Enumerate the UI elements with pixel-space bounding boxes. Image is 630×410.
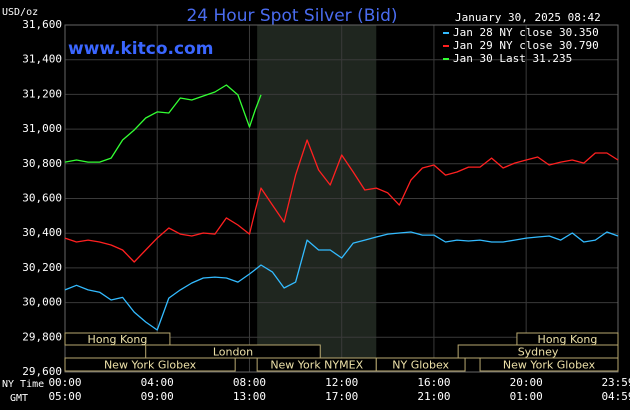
x-tick-label-gmt: 17:00	[325, 390, 358, 403]
x-tick-label: 23:59	[601, 376, 630, 389]
x-tick-label: 08:00	[233, 376, 266, 389]
session-bar	[375, 357, 466, 372]
legend-label: Jan 28 NY close 30.350	[453, 26, 599, 39]
session-label: New York Globex	[503, 359, 596, 372]
y-tick-label: 29,600	[22, 365, 62, 378]
x-tick-label-gmt: 04:59	[601, 390, 630, 403]
x-axis-label: GMT	[10, 393, 28, 404]
x-tick-label-gmt: 21:00	[417, 390, 450, 403]
timestamp: January 30, 2025 08:42	[455, 11, 601, 24]
y-tick-label: 30,600	[22, 192, 62, 205]
session-label: Hong Kong	[88, 333, 148, 346]
session-label: NY Globex	[392, 359, 449, 372]
session-label: Sydney	[518, 346, 559, 359]
series-line	[64, 231, 619, 331]
legend-label: Jan 29 NY close 30.790	[453, 39, 599, 52]
y-tick-label: 30,200	[22, 261, 62, 274]
x-tick-label: 00:00	[48, 376, 81, 389]
x-tick-label: 12:00	[325, 376, 358, 389]
chart-title: 24 Hour Spot Silver (Bid)	[186, 6, 397, 26]
session-label: Hong Kong	[538, 333, 598, 346]
y-tick-label: 31,000	[22, 122, 62, 135]
x-axis-label: NY Time	[2, 379, 44, 390]
x-tick-label-gmt: 13:00	[233, 390, 266, 403]
session-label: London	[213, 346, 253, 359]
series-line	[64, 84, 262, 163]
y-tick-label: 30,000	[22, 296, 62, 309]
session-bar	[64, 357, 236, 372]
x-tick-label-gmt: 05:00	[48, 390, 81, 403]
series-line	[64, 139, 619, 263]
unit-label: USD/oz	[2, 7, 38, 18]
x-tick-label: 16:00	[417, 376, 450, 389]
y-tick-label: 31,400	[22, 53, 62, 66]
y-tick-label: 30,400	[22, 226, 62, 239]
x-tick-label-gmt: 09:00	[141, 390, 174, 403]
legend-label: Jan 30 Last 31.235	[453, 52, 572, 65]
y-tick-label: 31,600	[22, 18, 62, 31]
x-tick-label: 04:00	[141, 376, 174, 389]
y-tick-label: 29,800	[22, 330, 62, 343]
session-bar	[64, 332, 171, 346]
watermark: www.kitco.com	[68, 39, 213, 59]
y-tick-label: 30,800	[22, 157, 62, 170]
session-bar	[479, 357, 619, 372]
session-label: New York Globex	[104, 359, 197, 372]
y-tick-label: 31,200	[22, 87, 62, 100]
plot-frame	[64, 24, 619, 373]
x-tick-label-gmt: 01:00	[510, 390, 543, 403]
session-label: New York NYMEX	[270, 359, 363, 372]
x-tick-label: 20:00	[510, 376, 543, 389]
